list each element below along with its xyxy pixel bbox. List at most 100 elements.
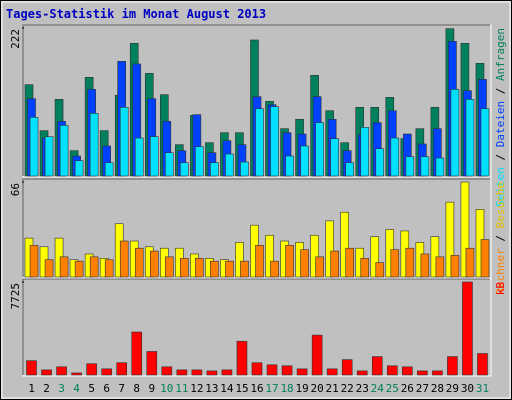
bar: [465, 99, 475, 177]
panel-border: [22, 278, 490, 375]
legend: Seiten / Dateien / Anfragen: [494, 28, 507, 207]
x-tick-label: 21: [326, 382, 339, 395]
legend-separator: /: [494, 147, 507, 167]
bar: [266, 364, 278, 376]
x-tick-label: 30: [461, 382, 474, 395]
bar: [225, 260, 234, 278]
bar: [86, 363, 97, 376]
y-tick-label: 66: [9, 183, 22, 196]
bar: [325, 220, 334, 278]
bar: [375, 262, 385, 278]
x-tick-label: 29: [446, 382, 459, 395]
x-tick-label: 14: [220, 382, 234, 395]
legend: kB: [494, 282, 507, 296]
chart-title: Tages-Statistik im Monat August 2013: [6, 7, 266, 21]
bar: [360, 257, 370, 278]
panel-border: [22, 24, 490, 176]
x-tick-label: 20: [311, 382, 324, 395]
bar: [435, 157, 445, 177]
bar: [405, 156, 415, 177]
legend-entry: kB: [494, 282, 507, 296]
panel-border: [22, 178, 490, 277]
x-tick-label: 11: [175, 382, 188, 395]
x-tick-label: 23: [356, 382, 369, 395]
x-tick-label: 25: [386, 382, 399, 395]
bar: [104, 259, 114, 278]
x-tick-label: 16: [250, 382, 263, 395]
bar: [285, 245, 294, 278]
bar: [149, 136, 159, 177]
bar: [477, 353, 488, 376]
bar: [59, 125, 69, 177]
bar: [315, 122, 324, 177]
bar: [420, 253, 430, 278]
bar: [450, 89, 460, 177]
bar: [251, 362, 263, 376]
bar: [462, 281, 473, 376]
bar: [255, 108, 264, 177]
bar: [240, 260, 249, 278]
bar: [447, 356, 458, 376]
legend-entry: Rechner: [494, 248, 507, 295]
bar: [74, 160, 84, 177]
x-tick-label: 10: [160, 382, 173, 395]
bar: [165, 152, 174, 177]
bar: [210, 260, 219, 278]
bar: [180, 162, 189, 177]
legend-separator: /: [494, 228, 507, 248]
bar: [74, 260, 84, 278]
bar: [180, 257, 189, 278]
bar: [195, 257, 204, 278]
x-tick-label: 18: [280, 382, 293, 395]
bar: [371, 356, 383, 376]
bar: [104, 162, 114, 177]
bar: [405, 247, 415, 278]
bar: [300, 145, 309, 177]
bar: [29, 117, 39, 177]
bar: [330, 250, 339, 278]
x-tick-label: 15: [235, 382, 248, 395]
bar: [161, 366, 173, 376]
bar: [221, 369, 233, 376]
bar: [390, 137, 400, 177]
bar: [330, 138, 339, 177]
bar: [445, 201, 455, 278]
x-tick-label: 8: [133, 382, 140, 395]
bar: [146, 351, 158, 376]
bar: [386, 365, 398, 376]
bar: [119, 240, 129, 278]
x-tick-label: 6: [103, 382, 110, 395]
bar: [240, 161, 249, 177]
bar: [255, 245, 264, 278]
x-tick-label: 4: [73, 382, 80, 395]
bar: [44, 136, 54, 177]
bar: [326, 368, 338, 376]
bar: [432, 370, 443, 376]
x-tick-label: 27: [416, 382, 429, 395]
bar: [101, 368, 112, 376]
bar: [300, 249, 309, 278]
legend-entry: Anfragen: [494, 28, 507, 81]
bar: [56, 366, 67, 376]
bar: [375, 148, 385, 177]
bar: [341, 359, 353, 376]
bar: [345, 162, 355, 177]
x-tick-label: 9: [148, 382, 155, 395]
bar: [345, 247, 355, 278]
bar: [195, 146, 204, 177]
bar: [311, 334, 323, 376]
bar: [119, 107, 129, 177]
x-tick-label: 5: [88, 382, 95, 395]
bar: [116, 362, 128, 376]
bar: [420, 156, 430, 177]
bar: [465, 247, 475, 278]
x-tick-label: 31: [476, 382, 489, 395]
y-tick-label: 7725: [9, 283, 22, 310]
bar: [270, 106, 279, 177]
x-tick-label: 19: [295, 382, 308, 395]
bar: [370, 236, 380, 278]
x-tick-label: 17: [265, 382, 278, 395]
bar: [390, 249, 400, 278]
bar: [460, 181, 470, 278]
bar: [44, 259, 54, 278]
